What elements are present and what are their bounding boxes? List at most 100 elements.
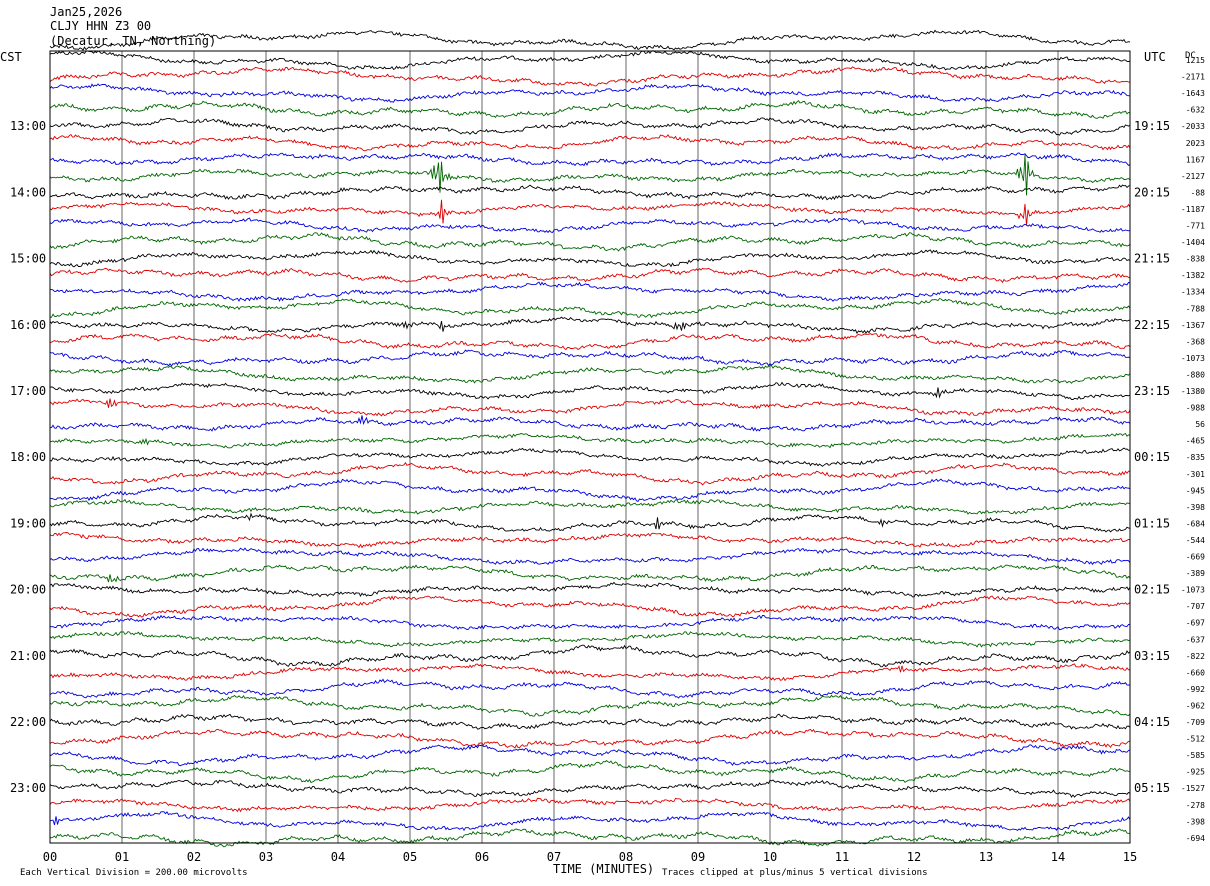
dc-offset-label: -992 (1186, 685, 1205, 694)
utc-hour-label: 19:15 (1134, 119, 1170, 133)
dc-offset-label: -398 (1186, 817, 1205, 826)
dc-offset-label: -1334 (1181, 288, 1205, 297)
cst-hour-label: 18:00 (10, 450, 46, 464)
trace-line (49, 184, 1131, 201)
dc-offset-label: -669 (1186, 553, 1205, 562)
dc-offset-label: -1404 (1181, 238, 1205, 247)
cst-hour-label: 22:00 (10, 715, 46, 729)
dc-offset-label: -988 (1186, 404, 1205, 413)
dc-offset-label: -707 (1186, 602, 1205, 611)
cst-hour-label: 14:00 (10, 185, 46, 199)
utc-hour-label: 03:15 (1134, 649, 1170, 663)
trace-line (49, 281, 1131, 302)
dc-offset-label: -585 (1186, 751, 1205, 760)
dc-offset-label: -398 (1186, 503, 1205, 512)
trace-line (49, 461, 1130, 486)
trace-line (49, 614, 1131, 631)
dc-offset-label: -1367 (1181, 321, 1205, 330)
trace-line (49, 332, 1131, 351)
trace-line (49, 713, 1131, 730)
trace-line (49, 512, 1131, 533)
dc-offset-label: -632 (1186, 106, 1205, 115)
dc-offset-label: -2127 (1181, 172, 1205, 181)
dc-offset-label: 2023 (1186, 139, 1205, 148)
x-tick-label: 07 (547, 850, 561, 864)
dc-offset-label: -544 (1186, 536, 1205, 545)
trace-line (49, 547, 1131, 566)
dc-offset-label: -709 (1186, 718, 1205, 727)
right-timezone-label: UTC (1144, 50, 1166, 64)
trace-line (49, 415, 1131, 432)
x-tick-label: 01 (115, 850, 129, 864)
utc-hour-label: 05:15 (1134, 781, 1170, 795)
dc-offset-label: -684 (1186, 519, 1205, 528)
dc-offset-label: 1215 (1186, 56, 1205, 65)
dc-offset-label: -838 (1186, 255, 1205, 264)
trace-line (49, 117, 1131, 136)
dc-offset-label: -368 (1186, 337, 1205, 346)
trace-line (49, 232, 1131, 252)
dc-offset-label: -945 (1186, 486, 1205, 495)
x-tick-label: 08 (619, 850, 633, 864)
utc-hour-label: 01:15 (1134, 516, 1170, 530)
dc-offset-label: -697 (1186, 619, 1205, 628)
dc-offset-label: -512 (1186, 735, 1205, 744)
clip-note: Traces clipped at plus/minus 5 vertical … (662, 868, 928, 878)
trace-line (49, 811, 1131, 832)
x-axis-label: TIME (MINUTES) (553, 862, 654, 876)
x-tick-label: 14 (1051, 850, 1065, 864)
trace-line (49, 29, 1131, 51)
dc-offset-label: -301 (1186, 470, 1205, 479)
trace-line (49, 217, 1131, 234)
x-tick-label: 04 (331, 850, 345, 864)
x-axis-tick-labels: 00 01 02 03 04 05 06 07 08 09 10 11 12 13 14 15 (43, 850, 1137, 864)
x-tick-label: 13 (979, 850, 993, 864)
dc-offset-label: -1073 (1181, 354, 1205, 363)
dc-offset-label: -925 (1186, 768, 1205, 777)
cst-hour-label: 20:00 (10, 583, 46, 597)
trace-line (49, 316, 1131, 335)
trace-line (49, 828, 1131, 848)
dc-offset-label: -1187 (1181, 205, 1205, 214)
utc-hour-label: 20:15 (1134, 185, 1170, 199)
trace-line (49, 349, 1131, 367)
trace-line (49, 66, 1130, 87)
dc-offset-label: -1073 (1181, 586, 1205, 595)
trace-line (49, 398, 1131, 417)
plot-frame (49, 50, 1131, 844)
trace-line (49, 50, 1131, 71)
utc-hour-label: 21:15 (1134, 252, 1170, 266)
dc-offset-label: -389 (1186, 569, 1205, 578)
cst-hour-label: 15:00 (10, 252, 46, 266)
x-tick-label: 11 (835, 850, 849, 864)
cst-hour-label: 21:00 (10, 649, 46, 663)
x-tick-label: 03 (259, 850, 273, 864)
dc-offset-label: 1167 (1186, 155, 1205, 164)
trace-line (49, 663, 1130, 682)
trace-line (49, 779, 1131, 798)
utc-hour-label: 04:15 (1134, 715, 1170, 729)
cst-hour-label: 19:00 (10, 516, 46, 530)
x-tick-label: 15 (1123, 850, 1137, 864)
cst-hour-label: 23:00 (10, 781, 46, 795)
trace-line (49, 564, 1131, 583)
pre-window-trace (49, 29, 1131, 51)
utc-hour-label: 00:15 (1134, 450, 1170, 464)
dc-offset-label: -637 (1186, 635, 1205, 644)
x-tick-label: 10 (763, 850, 777, 864)
trace-line (49, 267, 1131, 284)
scale-note: Each Vertical Division = 200.00 microvol… (20, 868, 248, 878)
trace-line (49, 760, 1131, 784)
dc-offset-label: -771 (1186, 222, 1205, 231)
utc-hour-label: 22:15 (1134, 318, 1170, 332)
dc-offset-label: -880 (1186, 370, 1205, 379)
cst-hour-label: 16:00 (10, 318, 46, 332)
dc-offset-label: -2171 (1181, 73, 1205, 82)
header-date: Jan25,2026 (50, 5, 122, 19)
trace-line (49, 744, 1131, 767)
dc-offset-label: -1380 (1181, 387, 1205, 396)
trace-line (49, 447, 1131, 467)
trace-line (49, 498, 1131, 515)
trace-line (49, 595, 1131, 618)
